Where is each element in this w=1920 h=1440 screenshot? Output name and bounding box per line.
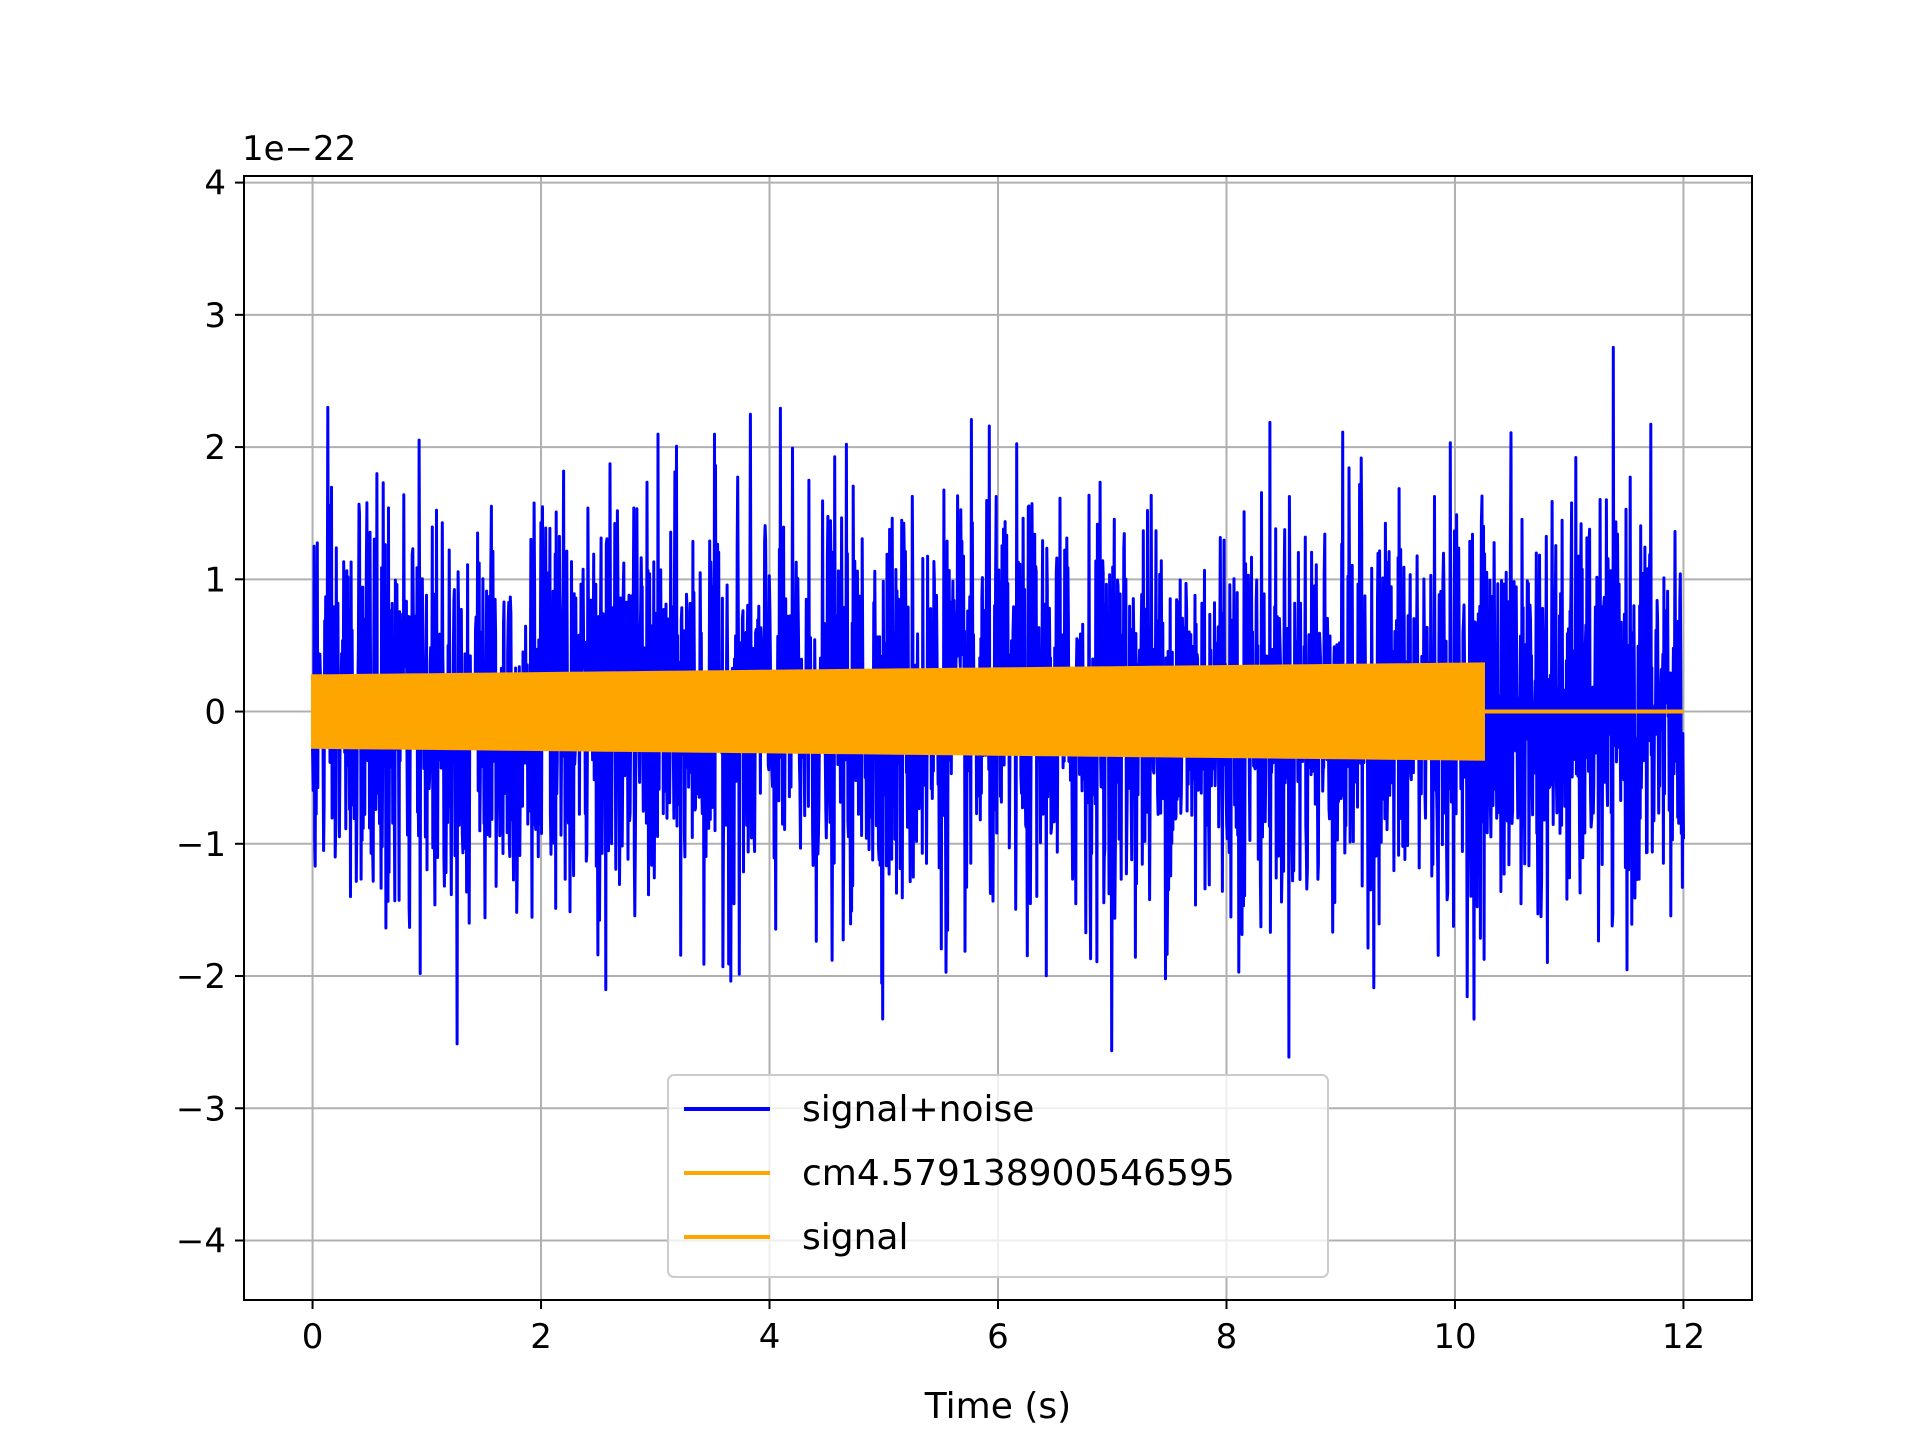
series-layer xyxy=(311,345,1685,1059)
legend-label-signal-noise: signal+noise xyxy=(802,1089,1034,1130)
y-tick-label: 4 xyxy=(204,164,226,204)
x-tick-label: 0 xyxy=(302,1317,324,1357)
y-tick-label: 2 xyxy=(204,428,226,468)
legend: signal+noise cm4.579138900546595 signal xyxy=(667,1074,1329,1278)
x-tick-label: 8 xyxy=(1216,1317,1238,1357)
x-tick-label: 6 xyxy=(987,1317,1009,1357)
y-tick-label: −2 xyxy=(176,957,226,997)
y-tick-label: −4 xyxy=(176,1221,226,1261)
legend-label-cm: cm4.579138900546595 xyxy=(802,1153,1235,1194)
y-tick-label: 1 xyxy=(204,560,226,600)
series-signal-noise xyxy=(311,345,1685,1059)
x-axis: 0 2 4 6 8 10 12 xyxy=(302,1300,1705,1357)
x-tick-label: 2 xyxy=(530,1317,552,1357)
y-scale-offset-label: 1e−22 xyxy=(242,129,356,169)
x-axis-label: Time (s) xyxy=(924,1386,1071,1427)
legend-box xyxy=(667,1074,1329,1278)
y-axis: −4 −3 −2 −1 0 1 2 3 4 xyxy=(176,164,244,1261)
y-tick-label: −1 xyxy=(176,825,226,865)
x-tick-label: 12 xyxy=(1662,1317,1705,1357)
legend-label-signal: signal xyxy=(802,1217,909,1258)
y-tick-label: −3 xyxy=(176,1089,226,1129)
x-tick-label: 4 xyxy=(759,1317,781,1357)
y-tick-label: 3 xyxy=(204,296,226,336)
x-tick-label: 10 xyxy=(1433,1317,1476,1357)
y-tick-label: 0 xyxy=(204,693,226,733)
